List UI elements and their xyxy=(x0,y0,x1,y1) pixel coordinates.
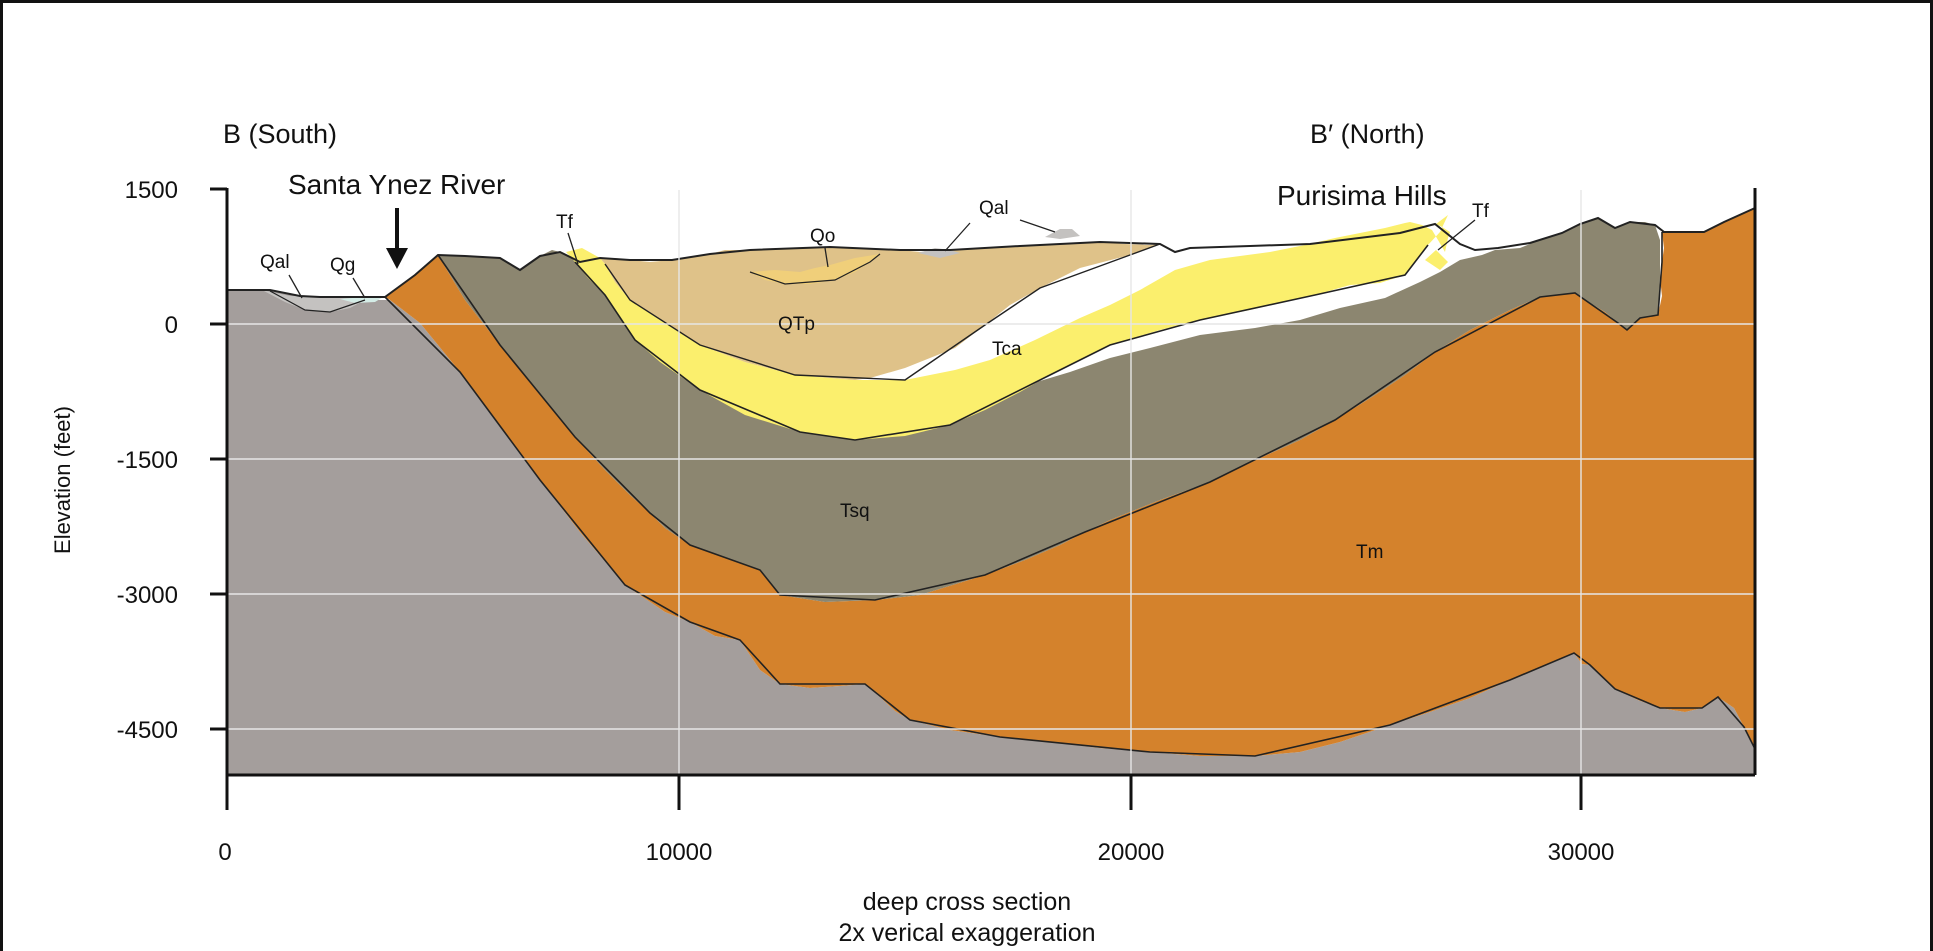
label-qal-top: Qal xyxy=(979,198,1009,219)
leader-qg xyxy=(352,277,366,299)
leader-qal-left xyxy=(288,274,303,299)
label-tm: Tm xyxy=(1356,542,1383,563)
y-axis-label: Elevation (feet) xyxy=(50,406,75,554)
caption-line1: deep cross section xyxy=(863,888,1071,916)
y-tick-minus-4500: -4500 xyxy=(117,717,178,744)
santa-ynez-label: Santa Ynez River xyxy=(288,169,505,200)
unit-tm xyxy=(385,208,1755,756)
contact-basement-tm xyxy=(384,296,1756,757)
section-right-label: B′ (North) xyxy=(1310,119,1425,149)
x-tick-30000: 30000 xyxy=(1548,839,1615,866)
river-arrow-head xyxy=(386,248,408,269)
section-left-label: B (South) xyxy=(223,119,337,149)
leader-qal-top-b xyxy=(1019,219,1056,233)
leader-qal-top-a xyxy=(944,222,971,252)
y-tick-0: 0 xyxy=(165,312,178,339)
label-qg: Qg xyxy=(330,255,355,276)
unit-tf-right-sliver xyxy=(1425,250,1448,270)
purisima-label: Purisima Hills xyxy=(1277,180,1447,211)
ground-surface-line xyxy=(227,207,1756,298)
contact-tsq-tca xyxy=(574,244,1429,441)
contact-qal-left xyxy=(269,290,366,313)
y-tick-minus-3000: -3000 xyxy=(117,582,178,609)
label-tf-left: Tf xyxy=(556,212,574,233)
label-qtp: QTp xyxy=(778,314,815,335)
leader-tf-left xyxy=(567,232,579,265)
grid xyxy=(227,190,1755,775)
contact-tm-tsq xyxy=(437,232,1663,601)
axes xyxy=(210,187,1757,810)
unit-qal-left xyxy=(262,290,365,312)
x-tick-10000: 10000 xyxy=(646,839,713,866)
x-tick-0: 0 xyxy=(218,839,231,866)
unit-qtp xyxy=(600,242,1160,380)
y-tick-minus-1500: -1500 xyxy=(117,447,178,474)
unit-tca xyxy=(566,215,1450,440)
unit-tsq xyxy=(438,218,1660,602)
label-qal-left: Qal xyxy=(260,252,290,273)
unit-basement xyxy=(227,290,1755,775)
label-tca: Tca xyxy=(992,339,1022,360)
contact-tca-qtp xyxy=(604,243,1161,381)
leader-qo xyxy=(824,247,829,268)
unit-qo xyxy=(750,254,880,284)
leader-tf-right xyxy=(1437,219,1476,251)
x-tick-20000: 20000 xyxy=(1098,839,1165,866)
contact-qo xyxy=(749,253,881,285)
label-qo: Qo xyxy=(810,226,835,247)
y-tick-1500: 1500 xyxy=(125,177,178,204)
label-tf-right: Tf xyxy=(1472,201,1490,222)
label-tsq: Tsq xyxy=(840,501,870,522)
caption-line2: 2x verical exaggeration xyxy=(838,919,1095,947)
unit-qal-top-b xyxy=(1045,229,1080,239)
